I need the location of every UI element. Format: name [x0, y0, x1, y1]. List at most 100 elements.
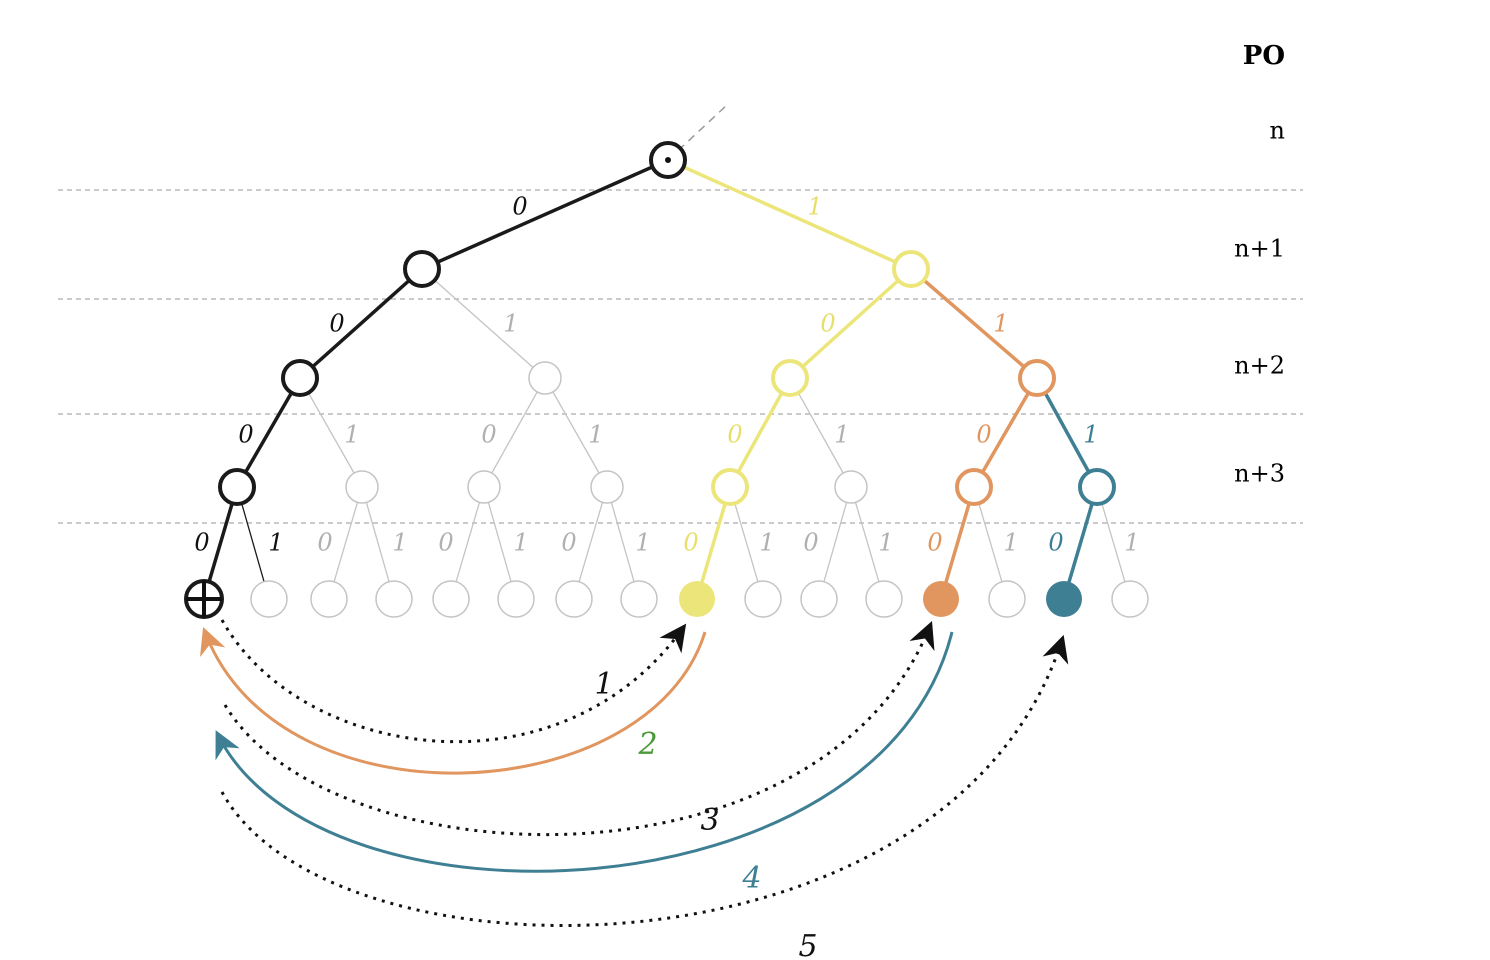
- arrow-label: 3: [700, 803, 719, 838]
- edge-label: 1: [1124, 529, 1139, 557]
- edge-label: 1: [1003, 529, 1018, 557]
- edge-label: 0: [317, 529, 332, 557]
- tree-edge: [299, 377, 363, 488]
- edge-label: 0: [329, 310, 344, 338]
- tree-node: [467, 470, 501, 504]
- tree-node: [955, 468, 993, 506]
- edge-label: 1: [513, 529, 528, 557]
- root-dot: [665, 157, 671, 163]
- edge-label: 0: [820, 310, 835, 338]
- edge-label: 0: [561, 529, 576, 557]
- tree-node: [345, 470, 379, 504]
- edge-label: 1: [392, 529, 407, 557]
- tree-edge: [298, 267, 424, 380]
- tree-edge: [695, 486, 732, 600]
- level-label: n+1: [1234, 235, 1285, 263]
- leaf-node: [679, 581, 715, 617]
- edge-label: 0: [512, 193, 527, 221]
- tree-edge: [667, 158, 912, 271]
- edge-label: 1: [503, 310, 518, 338]
- edge-label: 0: [927, 529, 942, 557]
- leaf-node: [620, 580, 658, 618]
- tree-edge: [789, 377, 852, 488]
- leaf-node: [923, 581, 959, 617]
- tree-edge: [483, 377, 546, 488]
- edge-label: 0: [194, 529, 209, 557]
- edge-label: 1: [878, 529, 893, 557]
- edge-label: 0: [438, 529, 453, 557]
- edge-label: 1: [759, 529, 774, 557]
- title: PO: [1243, 41, 1285, 71]
- tree-edge: [788, 267, 913, 380]
- leaf-node: [1046, 581, 1082, 617]
- leaf-node: [865, 580, 903, 618]
- tree-node: [281, 359, 319, 397]
- arrow-label: 1: [594, 667, 613, 702]
- arrows: [200, 619, 1069, 928]
- edge-label: 1: [344, 421, 359, 449]
- level-label: n: [1270, 117, 1285, 145]
- tree-edge: [361, 486, 395, 600]
- tree-node: [590, 470, 624, 504]
- tree-edge: [483, 486, 517, 600]
- leaf-node: [555, 580, 593, 618]
- tree-edge: [850, 486, 885, 600]
- tree-node: [1018, 359, 1056, 397]
- tree-edge: [328, 486, 363, 600]
- edge-label: 1: [834, 421, 849, 449]
- edge-label: 0: [803, 529, 818, 557]
- leaf-node: [1111, 580, 1149, 618]
- tree-edge: [1096, 486, 1131, 600]
- tree-node: [892, 250, 930, 288]
- edge-label: 1: [268, 529, 283, 557]
- tree-node: [218, 468, 256, 506]
- edge-label: 1: [635, 529, 650, 557]
- tree-edge: [1062, 486, 1099, 600]
- edge-label: 0: [727, 421, 742, 449]
- edge-label: 1: [993, 310, 1008, 338]
- tree-edge: [909, 267, 1039, 380]
- tree-edge: [1035, 377, 1099, 488]
- tree-edge: [544, 377, 608, 488]
- tree-node: [771, 359, 809, 397]
- tree-node: [834, 470, 868, 504]
- leaf-node: [432, 580, 470, 618]
- tree-edge: [728, 377, 792, 488]
- tree-edge: [421, 158, 669, 271]
- leaf-node: [250, 580, 288, 618]
- tree-edge: [939, 486, 976, 600]
- level-label: n+3: [1234, 460, 1285, 488]
- edge-label: 1: [807, 193, 822, 221]
- tree-edge: [729, 486, 764, 600]
- tree-node: [528, 361, 562, 395]
- edge-label: 0: [976, 421, 991, 449]
- tree-edge: [972, 377, 1039, 488]
- tree-edge: [450, 486, 485, 600]
- tree-node: [711, 468, 749, 506]
- tree-edge: [421, 268, 546, 379]
- tree-edge: [573, 486, 608, 600]
- leaf-node: [800, 580, 838, 618]
- tree-edge: [606, 486, 640, 600]
- edge-label: 0: [683, 529, 698, 557]
- arrow-label: 5: [798, 929, 817, 960]
- arrow-label: 2: [637, 727, 657, 762]
- edge-label: 1: [588, 421, 603, 449]
- tree-node: [1078, 468, 1116, 506]
- leaf-node: [988, 580, 1026, 618]
- leaf-node: [744, 580, 782, 618]
- leaf-node: [497, 580, 535, 618]
- level-lines: [58, 189, 1303, 524]
- tree-node: [403, 250, 441, 288]
- tree-edge: [973, 486, 1008, 600]
- edge-label: 0: [1048, 529, 1063, 557]
- tree-edge: [235, 377, 302, 488]
- leaf-node: [375, 580, 413, 618]
- edge-label: 0: [481, 421, 496, 449]
- tree-edge: [818, 486, 852, 600]
- edge-label: 1: [1083, 421, 1098, 449]
- arrow-label: 4: [741, 861, 761, 896]
- level-label: n+2: [1234, 352, 1285, 380]
- plus-mark: [186, 581, 222, 617]
